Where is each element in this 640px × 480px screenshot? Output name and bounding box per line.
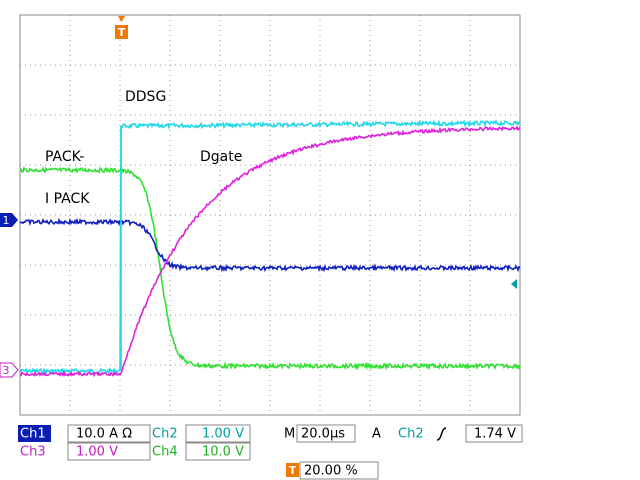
- trigger-position-marker: [286, 463, 299, 477]
- ch1-marker-label: 1: [3, 214, 10, 227]
- status-box: [296, 424, 356, 443]
- ch1-name: Ch1: [20, 427, 46, 442]
- status-box: [67, 424, 151, 443]
- trigger-arrow: [118, 16, 125, 22]
- trace-ddsg: [19, 119, 521, 376]
- ch3-scale: 1.00 V: [76, 445, 118, 460]
- status-box: [67, 442, 151, 461]
- timebase-label: M: [284, 427, 295, 442]
- trigger-level: 1.74 V: [474, 427, 516, 442]
- timebase-value: 20.0µs: [301, 427, 345, 442]
- status-box: [299, 461, 379, 480]
- trigger-marker: [115, 25, 128, 39]
- status-box: [465, 424, 523, 443]
- status-box: [185, 424, 251, 443]
- trace-pack: [19, 166, 521, 371]
- graticule-border: [19, 14, 521, 416]
- ch1-scale: 10.0 A Ω: [76, 427, 132, 442]
- ch4-name: Ch4: [152, 445, 178, 460]
- trace-label: Dgate: [200, 149, 242, 165]
- trace-label: PACK-: [45, 149, 84, 165]
- ch3-marker: [0, 362, 19, 378]
- trigger-position-marker-label: T: [289, 464, 297, 477]
- trace-label: DDSG: [125, 89, 166, 105]
- trigger-level-marker: [511, 279, 517, 289]
- status-box: [185, 442, 251, 461]
- ch3-marker-label: 3: [3, 364, 10, 377]
- ch3-name: Ch3: [20, 445, 46, 460]
- trigger-position: 20.00 %: [304, 464, 358, 479]
- trigger-source: Ch2: [398, 427, 424, 442]
- graticule: [20, 15, 520, 415]
- trigger-mode: A: [372, 427, 381, 442]
- ch2-scale: 1.00 V: [202, 427, 244, 442]
- waveforms: [19, 119, 521, 378]
- ch2-name: Ch2: [152, 427, 178, 442]
- trigger-marker-label: T: [118, 26, 126, 39]
- trace-label: I PACK: [45, 191, 90, 207]
- trace-ipack: [19, 217, 521, 273]
- ch4-scale: 10.0 V: [202, 445, 244, 460]
- trigger-slope-icon: [436, 427, 447, 441]
- trace-dgate: [19, 125, 521, 378]
- ch1-marker: [0, 213, 18, 227]
- ch1-badge: [18, 425, 51, 442]
